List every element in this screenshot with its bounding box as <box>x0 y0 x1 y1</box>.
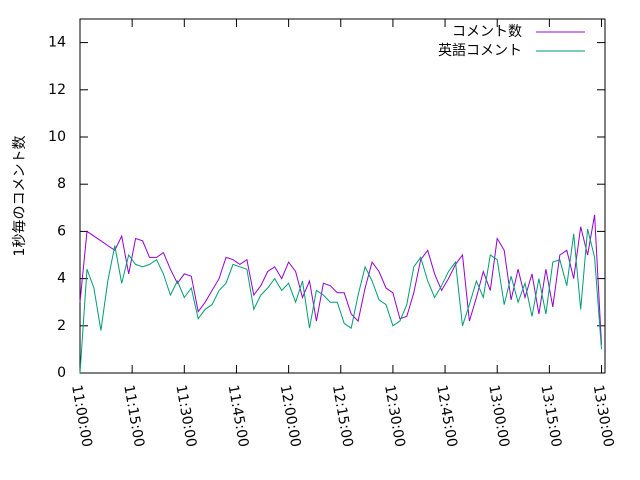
plot-frame <box>79 18 606 374</box>
x-tick-label: 12:30:00 <box>381 384 408 449</box>
legend-label: 英語コメント <box>438 42 522 59</box>
y-tick-label: 6 <box>57 223 66 239</box>
x-tick-label: 13:30:00 <box>590 384 617 449</box>
y-tick-label: 14 <box>48 35 66 51</box>
y-axis-label: 1秒毎のコメント数 <box>12 136 28 257</box>
y-tick-label: 4 <box>57 271 66 287</box>
x-tick-label: 13:00:00 <box>485 384 512 449</box>
x-tick-label: 12:45:00 <box>433 384 460 449</box>
y-tick-label: 0 <box>57 365 66 381</box>
y-tick-label: 12 <box>48 82 66 98</box>
x-tick-label: 13:15:00 <box>537 384 564 449</box>
series-line <box>79 214 602 345</box>
x-tick-label: 11:15:00 <box>120 384 147 449</box>
y-tick-label: 10 <box>48 129 66 145</box>
x-tick-label: 12:00:00 <box>277 384 304 449</box>
y-tick-label: 8 <box>57 176 66 192</box>
legend-label: コメント数 <box>452 24 522 40</box>
x-tick-label: 11:45:00 <box>225 384 252 449</box>
x-tick-label: 12:15:00 <box>329 384 356 449</box>
x-tick-label: 11:30:00 <box>172 384 199 449</box>
series-line <box>79 228 602 374</box>
y-tick-label: 2 <box>57 318 66 334</box>
x-tick-label: 11:00:00 <box>68 384 95 449</box>
